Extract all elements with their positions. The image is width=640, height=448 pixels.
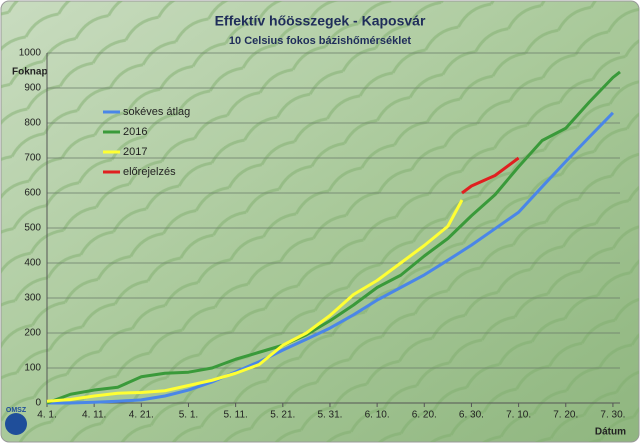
logo: OMSZ	[5, 407, 27, 435]
x-tick-label: 4. 1.	[37, 410, 56, 421]
x-tick-label: 5. 31.	[317, 410, 342, 421]
logo-text: OMSZ	[6, 407, 27, 414]
y-tick-label: 500	[24, 223, 41, 234]
y-tick-label: 0	[35, 398, 41, 409]
x-tick-label: 4. 11.	[82, 410, 106, 421]
legend-label: előrejelzés	[123, 166, 176, 178]
legend-label: 2016	[123, 126, 147, 138]
y-tick-label: 300	[24, 293, 41, 304]
x-tick-label: 6. 30.	[459, 410, 484, 421]
chart-subtitle: 10 Celsius fokos bázishőmérséklet	[229, 35, 412, 47]
chart-title: Effektív hőösszegek - Kaposvár	[215, 13, 426, 29]
line-series	[47, 111, 614, 405]
x-tick-label: 4. 21.	[129, 410, 154, 421]
x-tick-label: 6. 20.	[412, 410, 437, 421]
x-tick-label: 7. 10.	[506, 410, 531, 421]
y-tick-label: 400	[24, 258, 41, 269]
x-tick-label: 7. 30.	[600, 410, 625, 421]
line-series	[461, 156, 520, 195]
y-axis-label: Foknap	[12, 67, 48, 78]
x-tick-label: 6. 10.	[365, 410, 390, 421]
legend-label: sokéves átlag	[123, 106, 190, 118]
line-series	[46, 70, 621, 405]
legend-label: 2017	[123, 146, 147, 158]
y-tick-label: 200	[24, 328, 41, 339]
line-series	[46, 199, 464, 403]
x-tick-label: 5. 11.	[224, 410, 248, 421]
y-tick-label: 100	[24, 363, 41, 374]
x-tick-label: 5. 21.	[270, 410, 295, 421]
y-tick-label: 1000	[19, 48, 42, 59]
y-tick-label: 700	[24, 153, 41, 164]
x-tick-label: 5. 1.	[179, 410, 198, 421]
x-tick-label: 7. 20.	[553, 410, 578, 421]
y-tick-label: 900	[24, 83, 41, 94]
y-tick-label: 800	[24, 118, 41, 129]
x-axis-label: Dátum	[595, 427, 626, 438]
y-tick-label: 600	[24, 188, 41, 199]
